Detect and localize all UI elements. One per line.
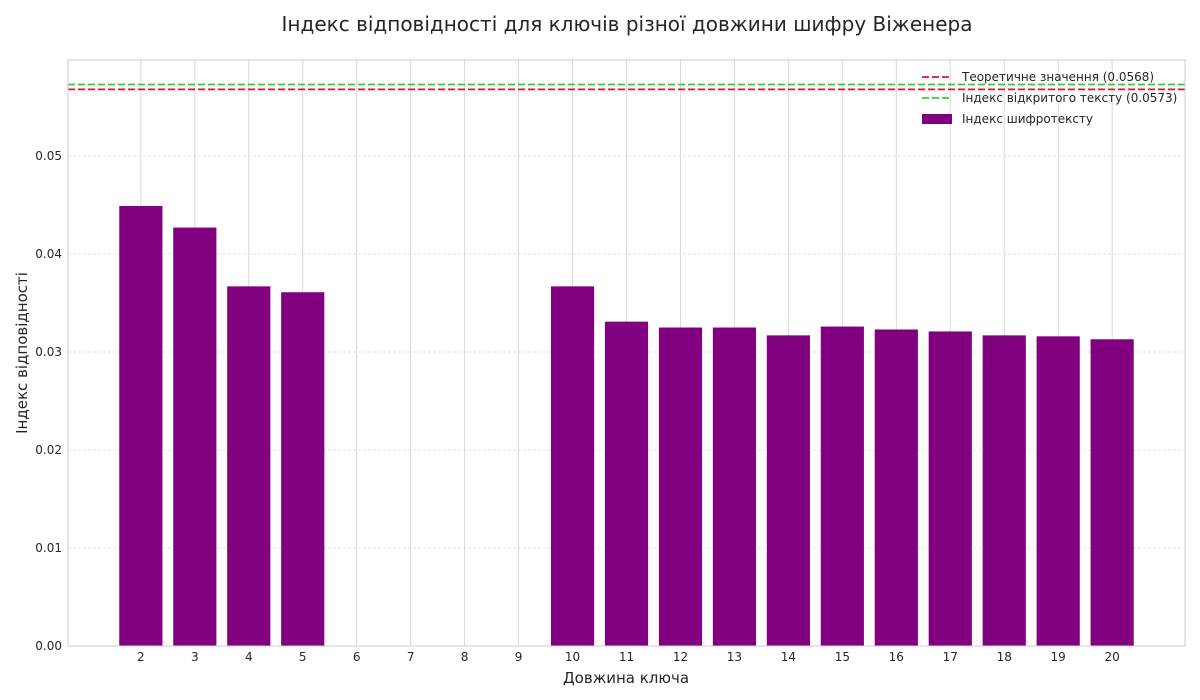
x-tick-label: 10 bbox=[565, 650, 580, 664]
x-tick-label: 5 bbox=[299, 650, 307, 664]
x-tick-label: 14 bbox=[781, 650, 796, 664]
x-tick-label: 16 bbox=[889, 650, 904, 664]
x-tick-label: 9 bbox=[515, 650, 523, 664]
legend-entry: Індекс шифротексту bbox=[962, 112, 1093, 126]
y-tick-label: 0.04 bbox=[35, 247, 62, 261]
plot-frame bbox=[67, 59, 1186, 647]
y-tick-label: 0.03 bbox=[35, 345, 62, 359]
x-tick-label: 11 bbox=[619, 650, 634, 664]
bar bbox=[712, 327, 757, 646]
bar bbox=[1090, 339, 1134, 646]
x-tick-label: 2 bbox=[137, 650, 145, 664]
bar bbox=[658, 327, 703, 646]
x-tick-label: 19 bbox=[1051, 650, 1066, 664]
bar bbox=[604, 321, 649, 646]
x-tick-label: 8 bbox=[461, 650, 469, 664]
legend: Теоретичне значення (0.0568) Індекс відкр… bbox=[922, 70, 1177, 126]
y-tick-label: 0.00 bbox=[35, 639, 62, 653]
x-tick-label: 20 bbox=[1105, 650, 1120, 664]
x-tick-label: 7 bbox=[407, 650, 415, 664]
x-tick-label: 18 bbox=[997, 650, 1012, 664]
bar bbox=[1036, 336, 1080, 646]
bar bbox=[281, 292, 325, 646]
x-tick-label: 12 bbox=[673, 650, 688, 664]
y-tick-label: 0.05 bbox=[35, 149, 62, 163]
x-axis-label: Довжина ключа bbox=[563, 669, 689, 687]
x-tick-label: 3 bbox=[191, 650, 199, 664]
bar bbox=[173, 227, 217, 647]
reference-lines-layer bbox=[68, 83, 1185, 91]
bar bbox=[820, 326, 864, 646]
y-tick-labels: 0.00 0.01 0.02 0.03 0.04 0.05 bbox=[35, 149, 62, 653]
bar bbox=[766, 335, 810, 646]
bar bbox=[874, 329, 918, 646]
x-tick-label: 15 bbox=[835, 650, 850, 664]
bar bbox=[119, 206, 163, 646]
bar bbox=[982, 335, 1026, 646]
x-tick-label: 4 bbox=[245, 650, 253, 664]
x-tick-label: 6 bbox=[353, 650, 361, 664]
bar bbox=[928, 331, 972, 646]
legend-entry: Індекс відкритого тексту (0.0573) bbox=[962, 91, 1177, 105]
y-tick-label: 0.02 bbox=[35, 443, 62, 457]
legend-entry: Теоретичне значення (0.0568) bbox=[961, 70, 1154, 84]
bars-layer bbox=[119, 206, 1134, 647]
legend-bar-swatch bbox=[922, 114, 952, 124]
bar bbox=[550, 286, 595, 646]
x-tick-label: 17 bbox=[943, 650, 958, 664]
y-axis-label: Індекс відповідності bbox=[13, 272, 31, 434]
x-tick-labels: 2 3 4 5 6 7 8 9 10 11 12 13 14 15 16 17 18 19 20 bbox=[137, 650, 1120, 664]
y-tick-label: 0.01 bbox=[35, 541, 62, 555]
x-tick-label: 13 bbox=[727, 650, 742, 664]
bar bbox=[227, 286, 271, 646]
chart-title: Індекс відповідності для ключів різної д… bbox=[282, 12, 973, 36]
